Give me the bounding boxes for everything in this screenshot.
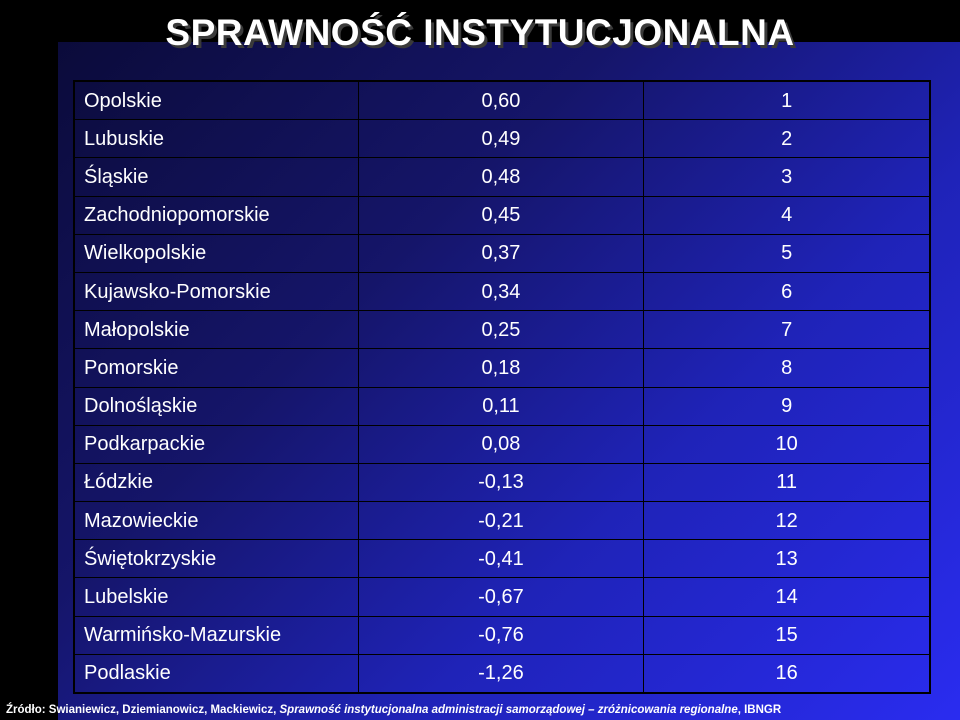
rank-cell: 2 — [643, 119, 931, 159]
score-cell: 0,34 — [357, 271, 645, 312]
rank-cell: 6 — [643, 271, 931, 312]
source-suffix: , IBNGR — [737, 704, 782, 716]
region-cell: Podlaskie — [73, 653, 359, 694]
rank-cell: 11 — [643, 462, 931, 503]
score-cell: 0,60 — [357, 80, 645, 121]
table-row: Lubelskie -0,67 14 — [73, 577, 931, 617]
rank-cell: 3 — [643, 157, 931, 197]
table-row: Warmińsko-Mazurskie -0,76 15 — [73, 615, 931, 655]
score-cell: -0,67 — [357, 577, 645, 617]
score-cell: 0,11 — [357, 386, 645, 426]
table-row: Śląskie 0,48 3 — [73, 157, 931, 197]
slide-title: SPRAWNOŚĆ INSTYTUCJONALNA — [165, 12, 795, 53]
rank-cell: 16 — [643, 653, 931, 694]
region-cell: Zachodniopomorskie — [73, 195, 359, 235]
ranking-table: Opolskie 0,60 1 Lubuskie 0,49 2 Śląskie 0,48 3 Za… — [73, 80, 931, 694]
region-cell: Małopolskie — [73, 310, 359, 350]
table-row: Dolnośląskie 0,11 9 — [73, 386, 931, 426]
score-cell: 0,48 — [357, 157, 645, 197]
table-row: Kujawsko-Pomorskie 0,34 6 — [73, 271, 931, 312]
region-cell: Kujawsko-Pomorskie — [73, 271, 359, 312]
table-row: Opolskie 0,60 1 — [73, 80, 931, 121]
rank-cell: 15 — [643, 615, 931, 655]
region-cell: Mazowieckie — [73, 501, 359, 541]
table-row: Małopolskie 0,25 7 — [73, 310, 931, 350]
table-row: Zachodniopomorskie 0,45 4 — [73, 195, 931, 235]
region-cell: Łódzkie — [73, 462, 359, 503]
rank-cell: 13 — [643, 539, 931, 579]
table-row: Łódzkie -0,13 11 — [73, 462, 931, 503]
score-cell: 0,18 — [357, 348, 645, 388]
score-cell: -1,26 — [357, 653, 645, 694]
region-cell: Lubuskie — [73, 119, 359, 159]
score-cell: 0,25 — [357, 310, 645, 350]
source-note: Źródło: Swianiewicz, Dziemianowicz, Mack… — [6, 704, 781, 716]
region-cell: Wielkopolskie — [73, 233, 359, 273]
region-cell: Śląskie — [73, 157, 359, 197]
score-cell: 0,37 — [357, 233, 645, 273]
rank-cell: 9 — [643, 386, 931, 426]
rank-cell: 7 — [643, 310, 931, 350]
table-row: Mazowieckie -0,21 12 — [73, 501, 931, 541]
region-cell: Lubelskie — [73, 577, 359, 617]
rank-cell: 10 — [643, 424, 931, 464]
region-cell: Podkarpackie — [73, 424, 359, 464]
table-row: Świętokrzyskie -0,41 13 — [73, 539, 931, 579]
rank-cell: 4 — [643, 195, 931, 235]
score-cell: 0,08 — [357, 424, 645, 464]
score-cell: -0,21 — [357, 501, 645, 541]
source-title: Sprawność instytucjonalna administracji … — [279, 704, 738, 716]
rank-cell: 8 — [643, 348, 931, 388]
rank-cell: 1 — [643, 80, 931, 121]
table-row: Podlaskie -1,26 16 — [73, 653, 931, 694]
rank-cell: 12 — [643, 501, 931, 541]
score-cell: -0,41 — [357, 539, 645, 579]
rank-cell: 5 — [643, 233, 931, 273]
table-row: Wielkopolskie 0,37 5 — [73, 233, 931, 273]
score-cell: 0,49 — [357, 119, 645, 159]
region-cell: Warmińsko-Mazurskie — [73, 615, 359, 655]
table-row: Lubuskie 0,49 2 — [73, 119, 931, 159]
region-cell: Opolskie — [73, 80, 359, 121]
region-cell: Dolnośląskie — [73, 386, 359, 426]
region-cell: Pomorskie — [73, 348, 359, 388]
score-cell: -0,76 — [357, 615, 645, 655]
source-prefix: Źródło: Swianiewicz, Dziemianowicz, Mack… — [6, 704, 280, 716]
table-row: Pomorskie 0,18 8 — [73, 348, 931, 388]
table-row: Podkarpackie 0,08 10 — [73, 424, 931, 464]
region-cell: Świętokrzyskie — [73, 539, 359, 579]
score-cell: 0,45 — [357, 195, 645, 235]
rank-cell: 14 — [643, 577, 931, 617]
score-cell: -0,13 — [357, 462, 645, 503]
table-body: Opolskie 0,60 1 Lubuskie 0,49 2 Śląskie 0,48 3 Za… — [73, 80, 931, 694]
